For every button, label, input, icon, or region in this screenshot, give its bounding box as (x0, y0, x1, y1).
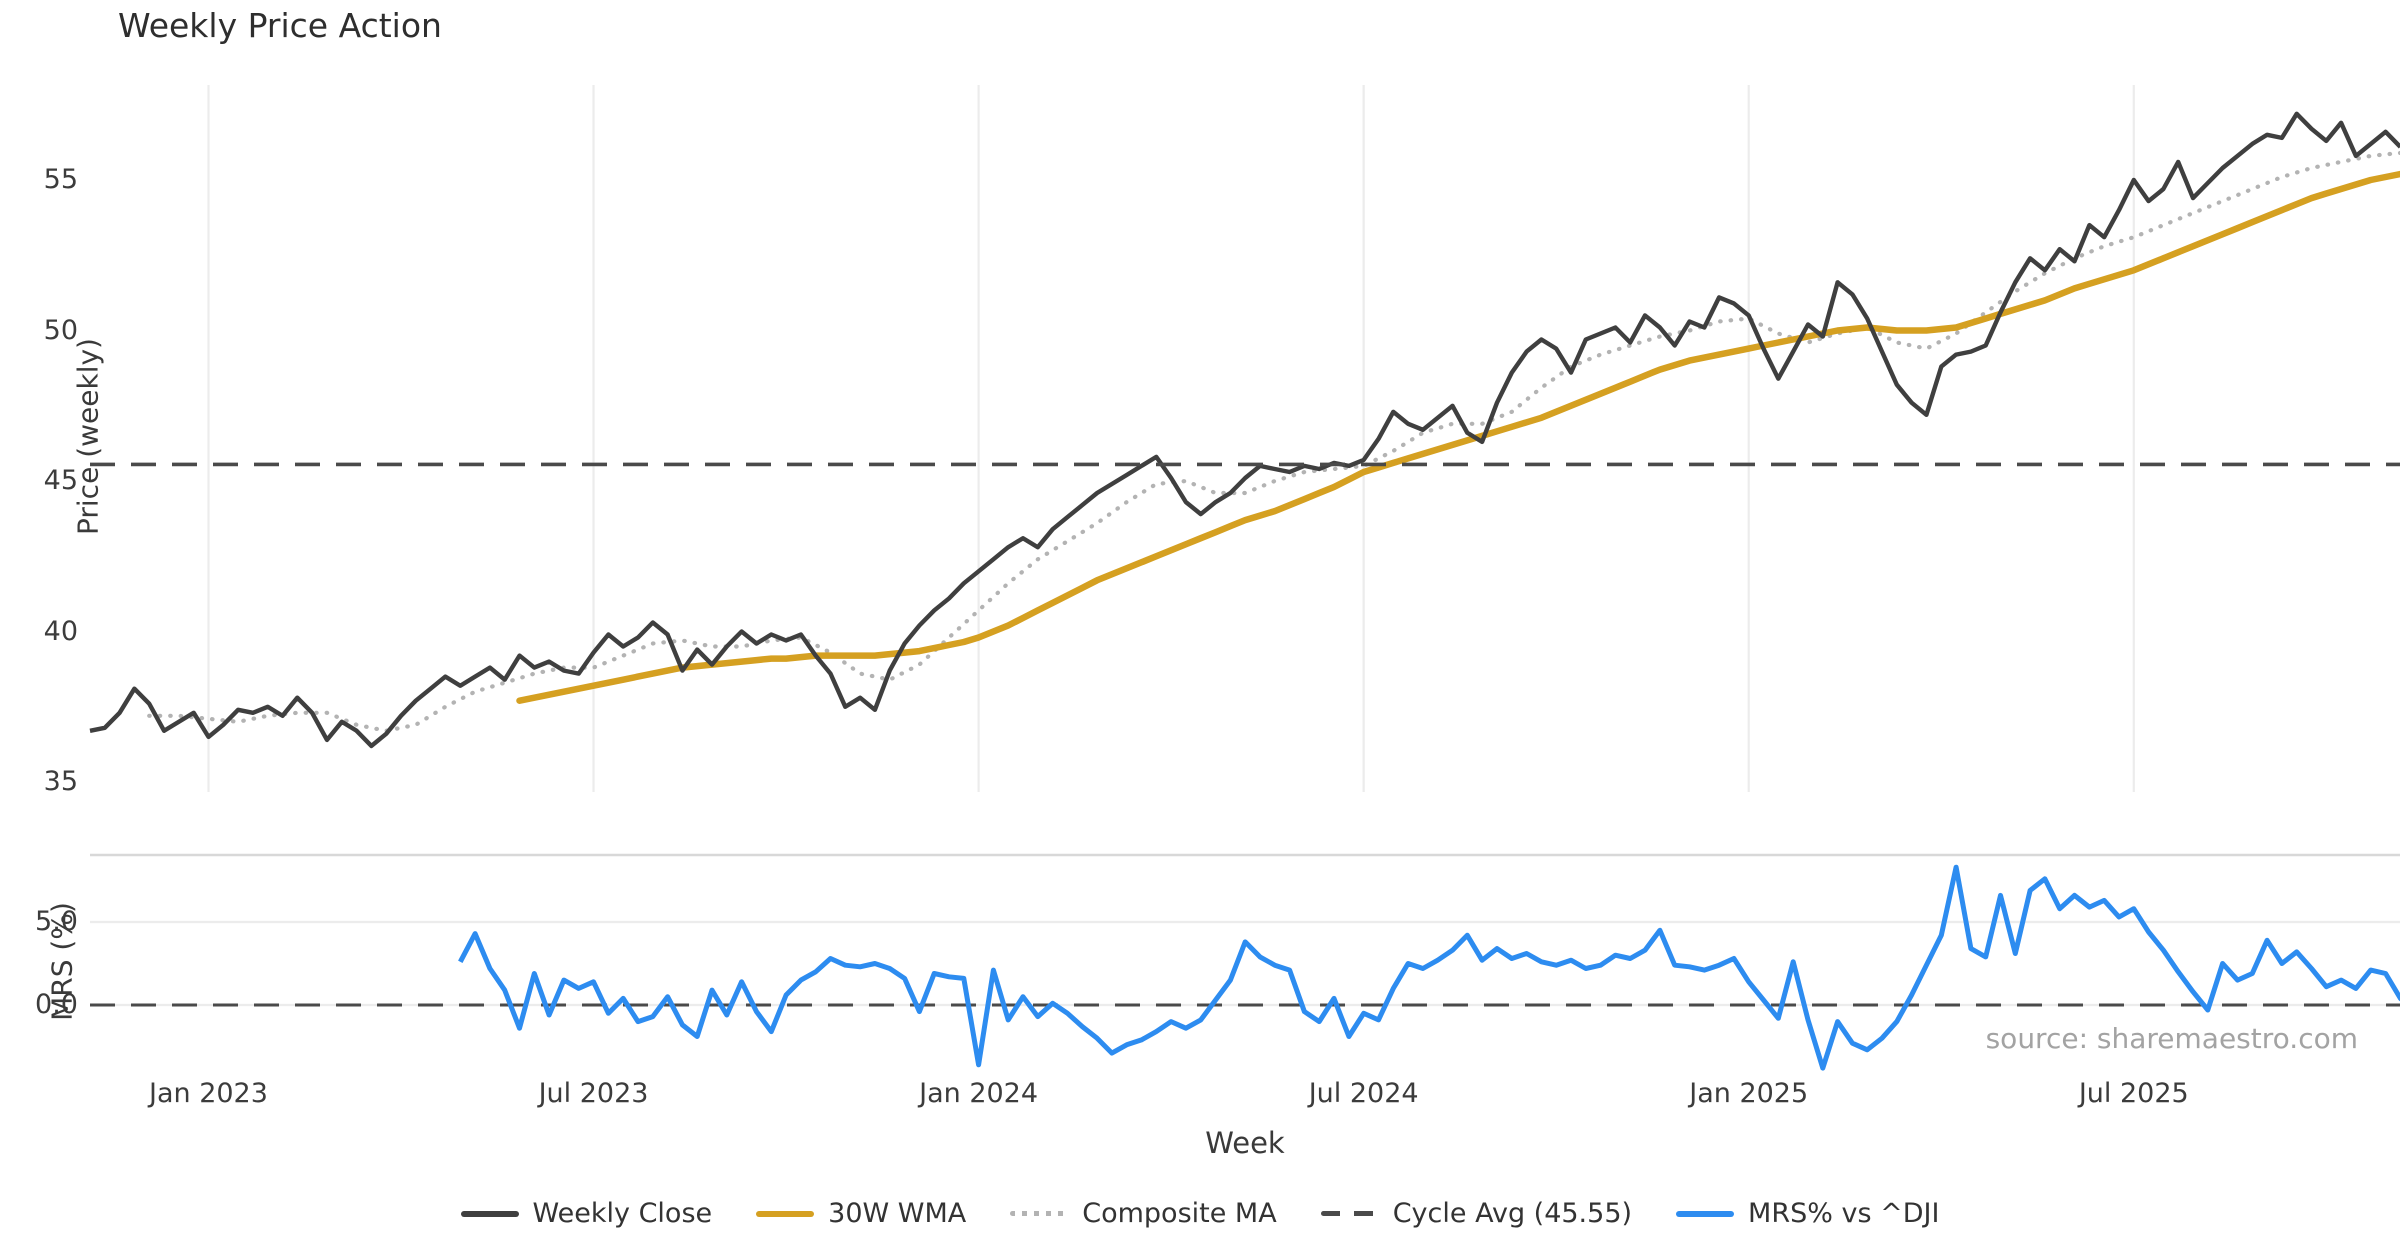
x-tick: Jan 2023 (149, 1078, 268, 1109)
x-axis-label: Week (1205, 1126, 1285, 1160)
x-tick: Jul 2025 (2078, 1078, 2189, 1109)
legend-label: 30W WMA (828, 1198, 967, 1229)
x-tick: Jul 2024 (1308, 1078, 1419, 1109)
price-tick: 55 (43, 164, 78, 195)
price-tick: 50 (43, 314, 78, 346)
price-tick: 35 (43, 766, 78, 797)
legend-label: Composite MA (1082, 1198, 1277, 1229)
chart-title: Weekly Price Action (118, 6, 442, 45)
mrs-tick: 5.0 (35, 906, 78, 937)
x-tick: Jul 2023 (538, 1078, 649, 1109)
legend-item: MRS% vs ^DJI (1676, 1198, 1939, 1229)
composite-ma-line (147, 150, 2400, 733)
legend-label: Cycle Avg (45.55) (1392, 1198, 1633, 1229)
mrs-line (458, 864, 2400, 1071)
legend-swatch-dotted (1010, 1211, 1069, 1216)
x-tick: Jan 2025 (1689, 1078, 1809, 1109)
price-tick: 40 (43, 615, 78, 647)
legend: Weekly Close 30W WMA Composite MA Cycle Avg… (0, 1198, 2400, 1229)
legend-swatch-solid (460, 1210, 519, 1217)
legend-item: Cycle Avg (45.55) (1320, 1198, 1633, 1229)
legend-swatch-solid (1676, 1210, 1735, 1217)
legend-item: Composite MA (1010, 1198, 1277, 1229)
mrs-tick: 0.0 (35, 989, 78, 1020)
legend-item: 30W WMA (756, 1198, 966, 1229)
price-tick: 45 (43, 465, 78, 496)
legend-item: Weekly Close (460, 1198, 713, 1229)
x-tick: Jan 2024 (919, 1078, 1039, 1109)
legend-label: MRS% vs ^DJI (1748, 1198, 1940, 1229)
weekly-close-line (89, 111, 2400, 749)
legend-swatch-dashed (1320, 1211, 1379, 1216)
source-watermark: source: sharemaestro.com (1985, 1022, 2358, 1055)
legend-label: Weekly Close (532, 1198, 713, 1229)
wma-line (516, 170, 2400, 704)
legend-swatch-solid (756, 1210, 815, 1217)
